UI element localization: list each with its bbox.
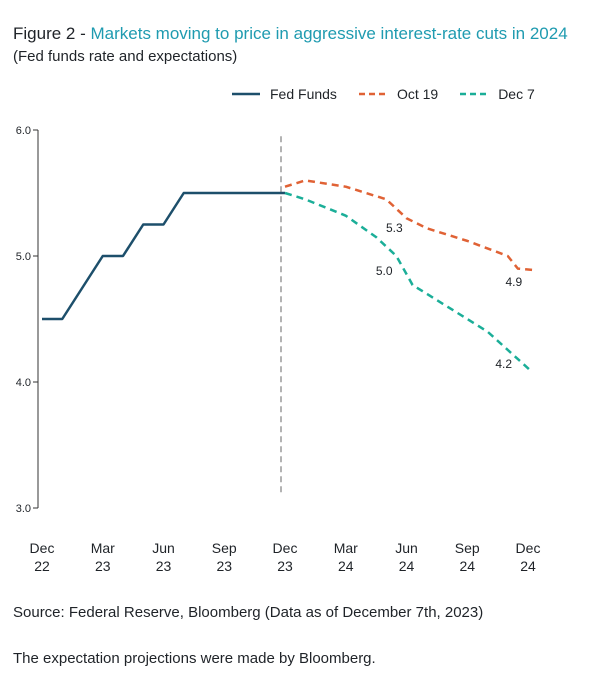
legend-item-oct19: Oct 19 <box>358 86 439 102</box>
y-tick-label: 5.0 <box>16 251 31 263</box>
x-tick-label-month: Jun <box>395 540 418 556</box>
legend-label-fed-funds: Fed Funds <box>270 86 337 102</box>
x-tick-label-month: Mar <box>334 540 358 556</box>
x-tick-label-month: Dec <box>30 540 55 556</box>
x-tick-label-year: 23 <box>216 558 232 574</box>
x-tick-label-year: 24 <box>399 558 415 574</box>
legend: Fed Funds Oct 19 Dec 7 <box>232 86 535 102</box>
y-tick-label: 6.0 <box>16 125 31 137</box>
x-tick-label-month: Jun <box>152 540 175 556</box>
legend-item-dec7: Dec 7 <box>460 86 535 102</box>
x-tick-label-month: Dec <box>516 540 541 556</box>
x-tick-label-year: 23 <box>95 558 111 574</box>
x-tick-label-year: 23 <box>156 558 172 574</box>
source-note: Source: Federal Reserve, Bloomberg (Data… <box>13 604 484 621</box>
legend-swatch-fed-funds <box>232 92 260 96</box>
chart-title-text: Markets moving to price in aggressive in… <box>90 24 568 43</box>
projection-note: The expectation projections were made by… <box>13 650 376 667</box>
data-label: 4.2 <box>495 357 512 371</box>
series-line-fed-funds <box>42 191 285 321</box>
x-tick-label-month: Dec <box>273 540 298 556</box>
legend-label-dec7: Dec 7 <box>498 86 535 102</box>
chart-subtitle: (Fed funds rate and expectations) <box>13 48 238 65</box>
x-tick-label-month: Sep <box>455 540 480 556</box>
chart-plot: 3.0 4.0 5.0 6.0 Dec 22 Mar 23 Jun 23 Sep 23 Dec 23 Mar… <box>16 125 541 574</box>
legend-item-fed-funds: Fed Funds <box>232 86 337 102</box>
series-line-oct-19 <box>284 179 533 272</box>
x-tick-label-month: Sep <box>212 540 237 556</box>
x-tick-label-year: 23 <box>277 558 293 574</box>
x-tick-label-year: 22 <box>34 558 50 574</box>
legend-label-oct19: Oct 19 <box>396 86 439 102</box>
figure-label: Figure 2 - <box>13 24 91 43</box>
legend-swatch-oct19 <box>358 92 387 96</box>
data-label: 4.9 <box>505 275 522 289</box>
legend-swatch-dec7 <box>460 92 489 96</box>
x-tick-label-year: 24 <box>520 558 536 574</box>
x-tick-label-month: Mar <box>91 540 115 556</box>
y-tick-label: 4.0 <box>16 377 31 389</box>
data-label: 5.3 <box>386 221 403 235</box>
chart-title: Figure 2 - Markets moving to price in ag… <box>13 24 568 44</box>
y-tick-label: 3.0 <box>16 503 31 515</box>
x-tick-label-year: 24 <box>459 558 475 574</box>
data-label: 5.0 <box>376 264 393 278</box>
x-tick-label-year: 24 <box>338 558 354 574</box>
